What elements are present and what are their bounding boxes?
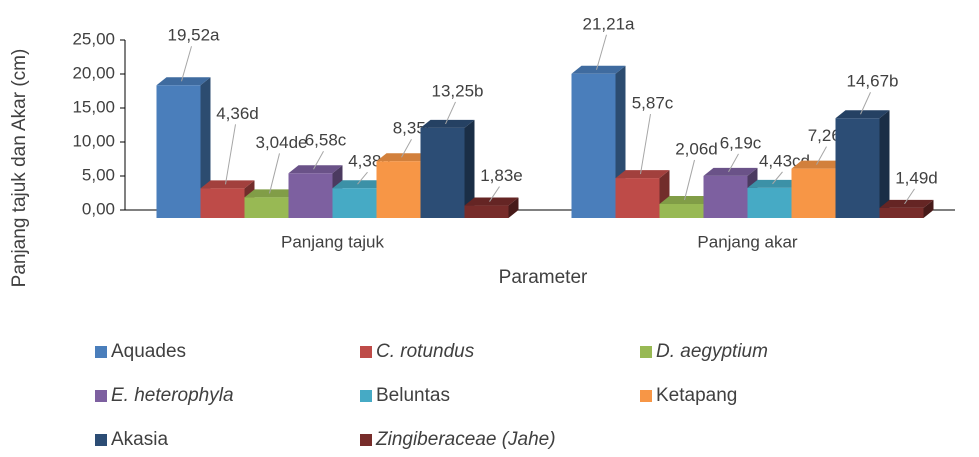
bar — [835, 118, 880, 218]
y-tick-label: 0,00 — [82, 199, 115, 218]
y-tick-label: 20,00 — [72, 63, 115, 82]
legend-swatch — [360, 346, 372, 358]
bar — [791, 168, 836, 218]
bar — [703, 175, 748, 218]
value-label: 13,25b — [432, 81, 484, 100]
leader-line — [401, 138, 412, 158]
legend-label: Beluntas — [376, 385, 450, 406]
legend-swatch — [640, 346, 652, 358]
leader-line — [684, 159, 695, 201]
bar-top — [420, 119, 475, 128]
legend-label: D. aegyptium — [656, 341, 768, 362]
leader-line — [860, 92, 871, 115]
bar — [156, 85, 201, 218]
value-label: 5,87c — [632, 94, 674, 113]
bar — [420, 127, 465, 218]
leader-line — [772, 171, 783, 185]
value-label: 6,58c — [305, 131, 347, 150]
leader-line — [596, 34, 607, 70]
bar-top — [659, 195, 714, 204]
legend-swatch — [360, 390, 372, 402]
leader-line — [225, 124, 236, 185]
y-tick-label: 5,00 — [82, 165, 115, 184]
bar-top — [791, 160, 846, 169]
value-label: 19,52a — [168, 26, 221, 45]
bar-top — [615, 170, 670, 179]
bar — [200, 188, 245, 218]
leader-line — [728, 153, 739, 173]
legend-label: C. rotundus — [376, 341, 475, 362]
bar-top — [156, 77, 211, 86]
leader-line — [816, 146, 827, 165]
y-tick-label: 10,00 — [72, 131, 115, 150]
leader-line — [640, 114, 651, 175]
bar-side — [464, 119, 475, 218]
bar — [332, 188, 377, 218]
leader-line — [269, 153, 280, 194]
bar-top — [244, 189, 299, 198]
bar — [747, 187, 792, 218]
bar-top — [703, 167, 758, 176]
legend-label: Aquades — [111, 341, 186, 362]
bar-top — [332, 180, 387, 189]
value-label: 21,21a — [583, 14, 636, 33]
legend-swatch — [360, 434, 372, 446]
legend-label: Ketapang — [656, 385, 737, 406]
y-tick-label: 15,00 — [72, 97, 115, 116]
value-label: 4,36d — [216, 104, 259, 123]
bar-side — [508, 197, 519, 218]
legend-label: Zingiberaceae (Jahe) — [375, 429, 556, 450]
leader-line — [445, 101, 456, 125]
legend-label: Akasia — [111, 429, 168, 450]
value-label: 1,83e — [480, 166, 523, 185]
bar — [376, 161, 421, 218]
leader-line — [357, 171, 368, 185]
bar-side — [923, 199, 934, 218]
x-axis-title: Parameter — [499, 267, 588, 288]
bar — [464, 205, 509, 218]
legend-swatch — [95, 346, 107, 358]
value-label: 2,06d — [675, 139, 718, 158]
legend-swatch — [95, 434, 107, 446]
bar — [571, 73, 616, 218]
bar — [879, 207, 924, 218]
value-label: 1,49d — [895, 168, 938, 187]
bar-top — [376, 153, 431, 162]
legend-label: E. heterophyla — [111, 385, 234, 406]
leader-line — [181, 46, 192, 82]
y-axis-title: Panjang tajuk dan Akar (cm) — [9, 49, 30, 288]
leader-line — [904, 188, 915, 205]
x-tick-label: Panjang tajuk — [281, 232, 385, 251]
y-tick-label: 25,00 — [72, 29, 115, 48]
bar — [244, 197, 289, 218]
bar-top — [747, 179, 802, 188]
bar-top — [464, 197, 519, 206]
leader-line — [489, 186, 500, 202]
bar — [615, 178, 660, 218]
bar-side — [879, 110, 890, 218]
legend-swatch — [95, 390, 107, 402]
bar-top — [879, 199, 934, 208]
x-tick-label: Panjang akar — [697, 232, 798, 251]
leader-line — [313, 151, 324, 170]
value-label: 14,67b — [847, 72, 899, 91]
bar-top — [200, 180, 255, 189]
bar-top — [835, 110, 890, 119]
value-label: 3,04de — [256, 133, 308, 152]
bar — [659, 203, 704, 218]
bar-top — [571, 65, 626, 74]
value-label: 6,19c — [720, 133, 762, 152]
bar — [288, 173, 333, 218]
legend-swatch — [640, 390, 652, 402]
bar-top — [288, 165, 343, 174]
